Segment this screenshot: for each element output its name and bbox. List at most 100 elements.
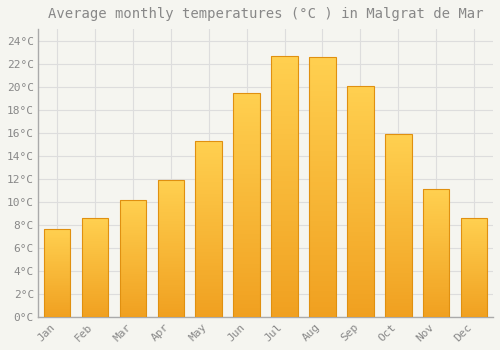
Bar <box>120 219 146 220</box>
Bar <box>44 274 70 275</box>
Bar <box>44 260 70 261</box>
Bar <box>347 185 374 188</box>
Bar <box>196 270 222 272</box>
Bar <box>196 150 222 152</box>
Bar <box>44 310 70 311</box>
Bar <box>385 202 411 204</box>
Bar <box>158 202 184 204</box>
Bar <box>309 294 336 297</box>
Bar <box>82 243 108 244</box>
Bar <box>272 134 298 137</box>
Bar <box>158 265 184 267</box>
Bar <box>234 128 260 131</box>
Bar <box>385 294 411 295</box>
Bar <box>234 140 260 142</box>
Bar <box>423 191 450 192</box>
Bar <box>234 149 260 151</box>
Bar <box>423 313 450 314</box>
Bar <box>82 310 108 312</box>
Bar <box>234 237 260 239</box>
Bar <box>120 230 146 232</box>
Bar <box>309 245 336 247</box>
Bar <box>44 244 70 245</box>
Bar <box>44 235 70 236</box>
Bar <box>196 252 222 254</box>
Bar <box>309 179 336 182</box>
Bar <box>423 238 450 239</box>
Bar <box>158 199 184 201</box>
Bar <box>196 222 222 224</box>
Bar <box>196 248 222 250</box>
Bar <box>347 241 374 243</box>
Bar <box>461 239 487 240</box>
Bar <box>82 255 108 256</box>
Bar <box>385 200 411 202</box>
Bar <box>234 113 260 115</box>
Bar <box>272 179 298 181</box>
Bar <box>385 163 411 165</box>
Bar <box>309 312 336 315</box>
Bar <box>196 310 222 312</box>
Bar <box>196 169 222 171</box>
Bar <box>309 130 336 132</box>
Bar <box>423 211 450 212</box>
Bar <box>423 218 450 219</box>
Bar <box>234 155 260 158</box>
Bar <box>385 266 411 268</box>
Bar <box>196 171 222 173</box>
Bar <box>347 303 374 306</box>
Bar <box>120 235 146 236</box>
Bar <box>234 189 260 191</box>
Bar <box>120 223 146 225</box>
Bar <box>196 236 222 238</box>
Bar <box>82 308 108 309</box>
Bar <box>120 266 146 267</box>
Bar <box>196 256 222 258</box>
Bar <box>423 282 450 283</box>
Bar <box>423 271 450 273</box>
Bar <box>309 263 336 265</box>
Bar <box>234 257 260 259</box>
Bar <box>44 315 70 316</box>
Bar <box>347 118 374 120</box>
Bar <box>347 158 374 160</box>
Bar <box>272 255 298 257</box>
Bar <box>82 265 108 266</box>
Bar <box>82 278 108 279</box>
Bar <box>82 294 108 295</box>
Bar <box>120 216 146 217</box>
Bar <box>120 295 146 296</box>
Bar <box>234 273 260 275</box>
Bar <box>423 245 450 246</box>
Bar <box>385 303 411 304</box>
Bar <box>461 220 487 221</box>
Bar <box>309 200 336 203</box>
Bar <box>347 243 374 246</box>
Bar <box>385 275 411 277</box>
Bar <box>120 268 146 269</box>
Bar <box>309 273 336 276</box>
Bar <box>82 229 108 230</box>
Bar <box>385 189 411 191</box>
Bar <box>158 309 184 311</box>
Bar <box>461 256 487 257</box>
Bar <box>196 263 222 265</box>
Bar <box>309 70 336 72</box>
Bar <box>158 191 184 193</box>
Bar <box>158 183 184 184</box>
Bar <box>82 289 108 290</box>
Bar <box>120 267 146 268</box>
Bar <box>234 106 260 108</box>
Bar <box>461 312 487 313</box>
Bar <box>272 150 298 153</box>
Bar <box>120 241 146 242</box>
Bar <box>385 228 411 230</box>
Bar <box>461 251 487 252</box>
Bar <box>82 302 108 303</box>
Bar <box>461 313 487 314</box>
Bar <box>158 190 184 191</box>
Bar <box>461 308 487 309</box>
Bar <box>234 115 260 117</box>
Bar <box>309 182 336 184</box>
Bar <box>385 262 411 264</box>
